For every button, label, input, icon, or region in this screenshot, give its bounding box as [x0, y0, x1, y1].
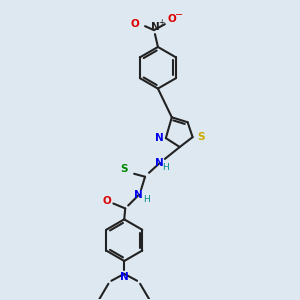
Text: N: N — [154, 133, 163, 143]
Text: S: S — [197, 132, 204, 142]
Text: S: S — [121, 164, 128, 174]
Text: N: N — [154, 158, 163, 168]
Text: H: H — [143, 195, 149, 204]
Text: N: N — [151, 22, 159, 32]
Text: N: N — [134, 190, 142, 200]
Text: +: + — [158, 18, 164, 27]
Text: O: O — [102, 196, 111, 206]
Text: N: N — [120, 272, 129, 282]
Text: O: O — [131, 19, 140, 29]
Text: O: O — [167, 14, 176, 24]
Text: H: H — [163, 163, 169, 172]
Text: −: − — [175, 10, 183, 20]
